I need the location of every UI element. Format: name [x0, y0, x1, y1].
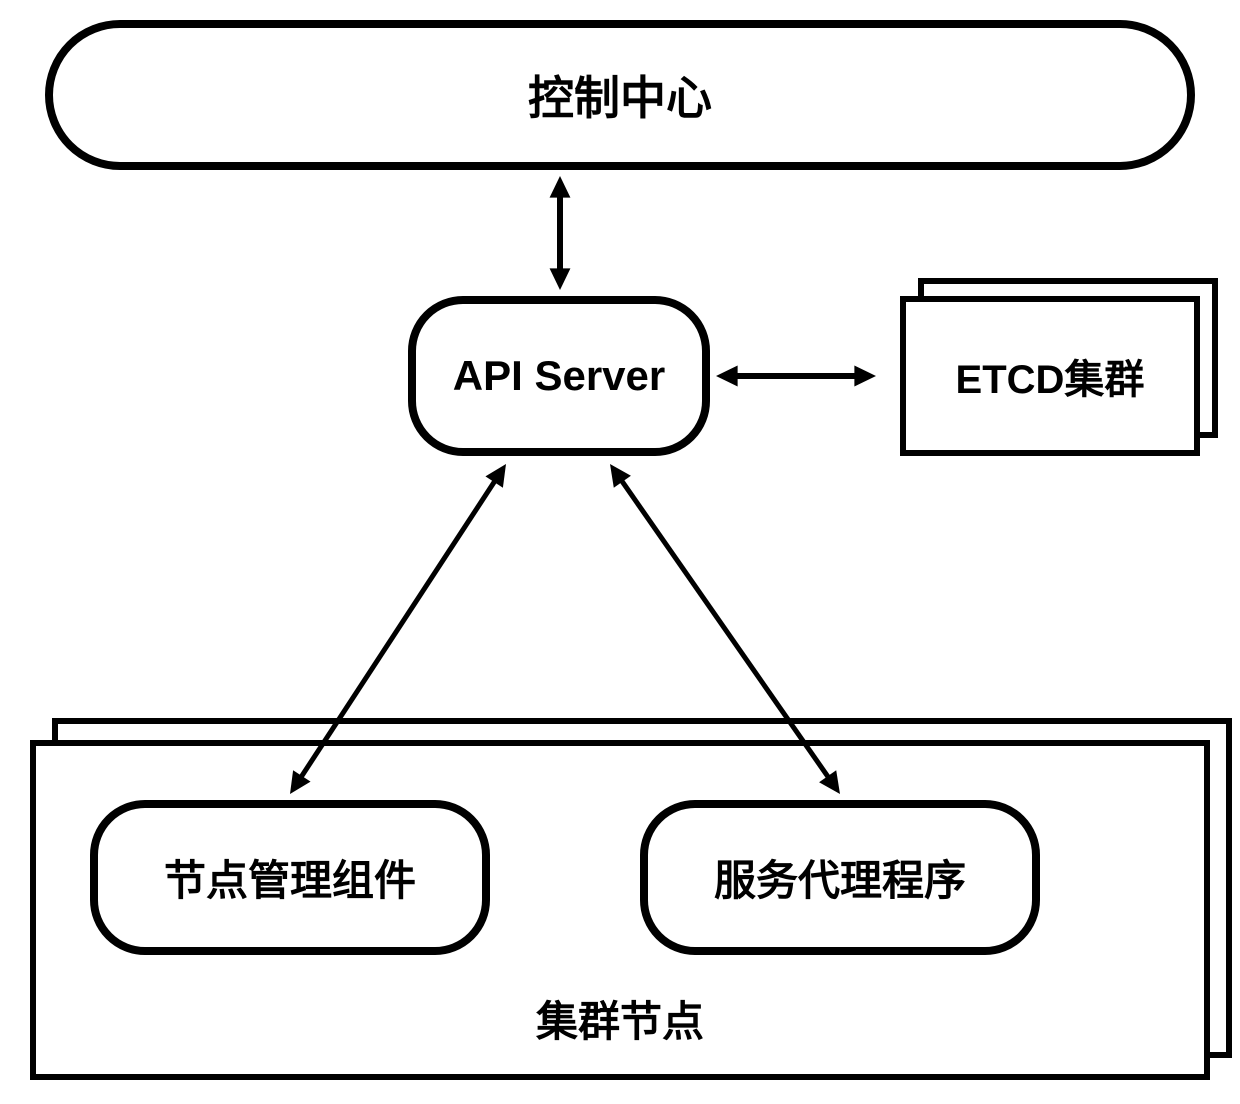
cluster-node-label: 集群节点 [536, 988, 704, 1049]
node-mgmt-label: 节点管理组件 [164, 847, 416, 908]
api-server-node: API Server [408, 296, 710, 456]
service-proxy-node: 服务代理程序 [640, 800, 1040, 955]
service-proxy-label: 服务代理程序 [714, 847, 966, 908]
etcd-cluster-node: ETCD集群 [900, 296, 1200, 456]
architecture-diagram: 控制中心 API Server ETCD集群 集群节点 节点管理组件 服务代理程… [0, 0, 1240, 1104]
node-mgmt-node: 节点管理组件 [90, 800, 490, 955]
control-center-label: 控制中心 [528, 62, 712, 128]
etcd-cluster-label: ETCD集群 [956, 347, 1145, 405]
control-center-node: 控制中心 [45, 20, 1195, 170]
api-server-label: API Server [453, 352, 665, 400]
